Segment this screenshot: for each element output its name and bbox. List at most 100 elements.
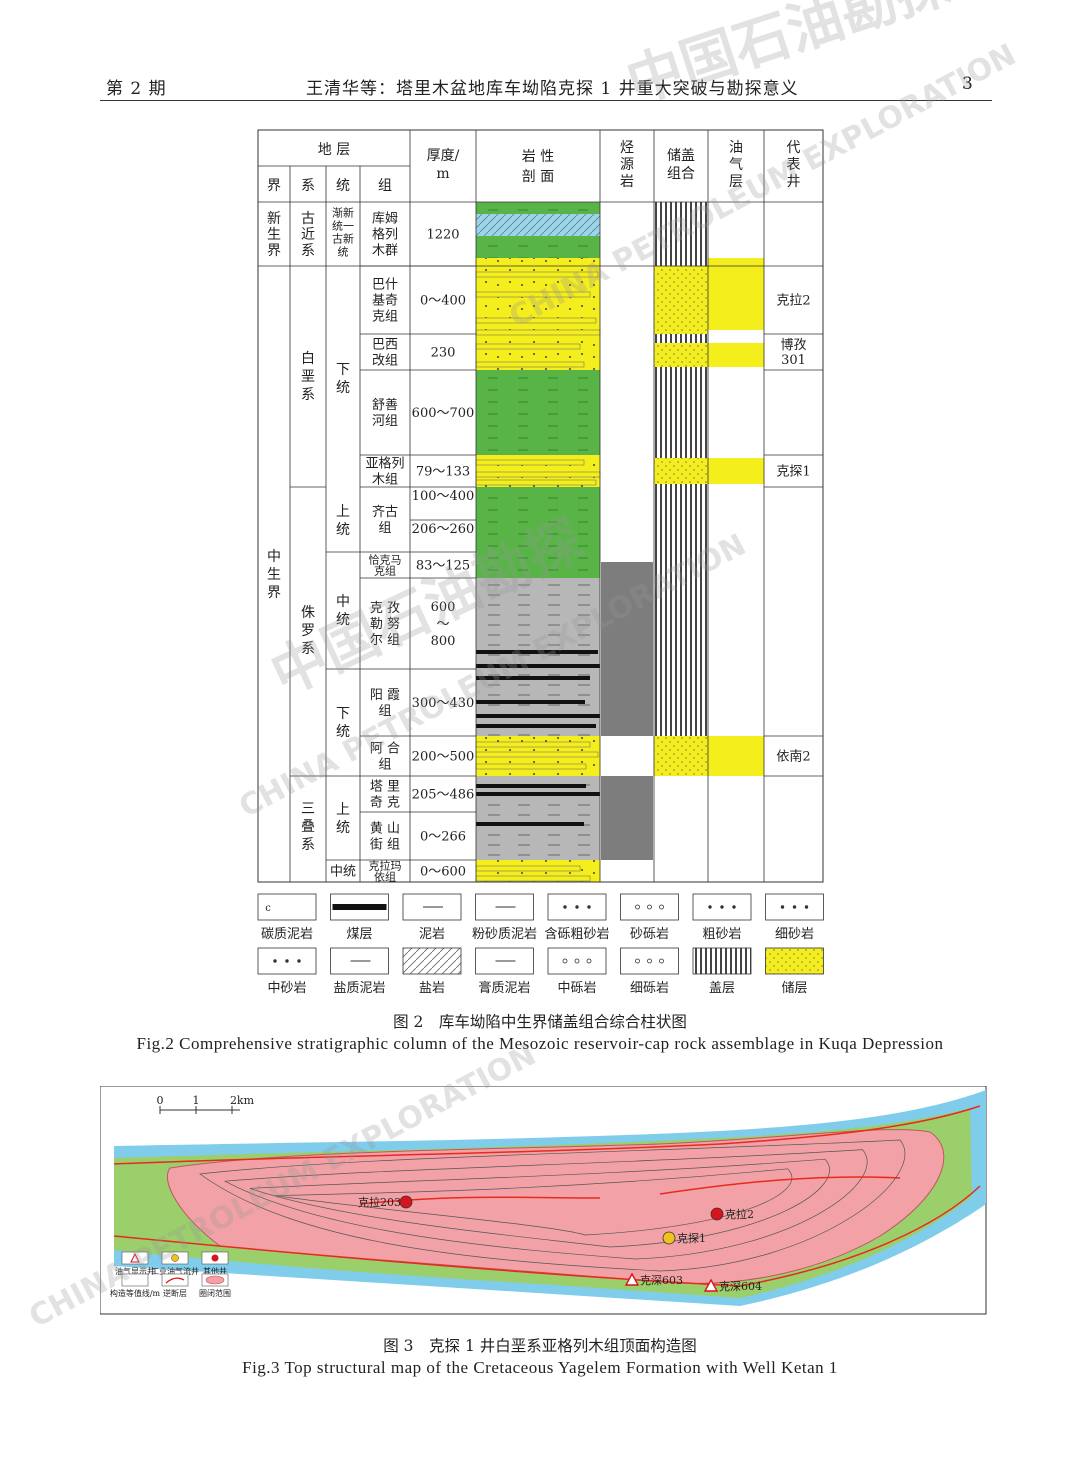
- lithology-unit: [476, 236, 600, 258]
- formation-name: 塔 里: [370, 780, 400, 795]
- coal-seam: [476, 700, 585, 704]
- formation-thickness: 79～133: [416, 465, 470, 480]
- legend-mark: [792, 905, 797, 909]
- system-label: 三: [301, 801, 315, 817]
- header-source-rock: 源: [620, 157, 634, 173]
- coal-seam: [476, 724, 596, 728]
- era-label: 新: [267, 211, 281, 227]
- formation-thickness: 600: [431, 600, 456, 615]
- formation-thickness: ～: [436, 617, 449, 632]
- legend-label: 盖层: [709, 981, 735, 996]
- legend-mark: [659, 904, 664, 910]
- legend-mark: [574, 958, 580, 964]
- coal-seam: [476, 784, 586, 788]
- map-legend-swatch: [121, 1273, 149, 1287]
- coal-seam: [476, 714, 600, 718]
- series-label: 中统: [330, 865, 356, 880]
- sand-bed: [475, 479, 597, 486]
- header-thickness: m: [436, 166, 449, 182]
- coal-seam: [476, 650, 598, 654]
- legend-swatch: [620, 893, 679, 921]
- coal-seam: [476, 792, 600, 796]
- formation-thickness: 83～125: [416, 559, 470, 574]
- well-label: 克拉2: [725, 1207, 754, 1221]
- source-rock-bar: [601, 776, 653, 860]
- representative-well: 克拉2: [776, 294, 810, 309]
- oil-gas-layer: [708, 736, 764, 776]
- formation-name: 阳 霞: [370, 688, 400, 703]
- header-series: 统: [336, 178, 350, 194]
- well-label: 克探1: [677, 1232, 706, 1245]
- header-wells: 代: [787, 140, 801, 156]
- formation-thickness: 0～266: [420, 830, 466, 845]
- sand-bed: [475, 361, 585, 368]
- header-source-rock: 岩: [620, 174, 634, 190]
- legend-mark: c: [265, 903, 271, 914]
- formation-thickness: 0～400: [420, 294, 466, 309]
- well-label: 克深604: [719, 1280, 762, 1293]
- formation-name: 尔 组: [370, 633, 400, 648]
- formation-name: 木群: [372, 244, 398, 259]
- system-label: 侏: [301, 605, 315, 621]
- fault-line: [359, 1196, 601, 1205]
- formation-name: 巴西: [372, 338, 398, 353]
- series-label: 统: [336, 612, 350, 628]
- well-marker: [710, 1207, 724, 1221]
- formation-name: 河组: [372, 414, 398, 429]
- era-label: 界: [267, 243, 281, 259]
- formation-name: 勒 努: [370, 617, 400, 632]
- source-rock-bar: [601, 562, 653, 736]
- sand-bed: [475, 291, 591, 298]
- legend-swatch: [257, 893, 317, 921]
- system-label: 垩: [301, 369, 315, 385]
- contour-line: [249, 1158, 830, 1248]
- header-oil-gas: 层: [729, 174, 743, 190]
- header-source-rock: 烃: [620, 140, 634, 156]
- scale-label: 1: [193, 1094, 200, 1107]
- series-label: 下: [336, 706, 350, 722]
- formation-thickness: 1220: [426, 228, 459, 243]
- legend-label: 盐质泥岩: [333, 981, 385, 996]
- figure3-caption-en: Fig.3 Top structural map of the Cretaceo…: [242, 1358, 838, 1377]
- header-wells: 表: [787, 157, 801, 173]
- system-label: 系: [301, 387, 315, 403]
- lithology-unit: [476, 552, 600, 578]
- map-legend-mark: [130, 1252, 140, 1263]
- legend-swatch: [620, 947, 679, 975]
- formation-name: 奇 克: [370, 795, 400, 811]
- formation-name: 阿 合: [370, 742, 400, 757]
- legend-mark: [659, 958, 664, 964]
- legend-mark: [635, 904, 640, 910]
- legend-label: 煤层: [346, 927, 372, 942]
- formation-thickness: 206～260: [412, 522, 475, 537]
- system-label: 古: [301, 211, 315, 227]
- column-frame: [257, 129, 824, 883]
- reservoir-interval: [654, 736, 708, 776]
- legend-mark: [273, 959, 277, 963]
- sand-bed: [475, 471, 601, 478]
- header-wells: 井: [787, 174, 801, 190]
- series-label: 统: [336, 724, 350, 740]
- legend-swatch: [402, 947, 462, 975]
- reservoir-interval: [654, 343, 708, 367]
- system-label: 罗: [301, 623, 315, 639]
- representative-well: 依南2: [776, 749, 810, 765]
- sand-bed: [475, 271, 599, 278]
- lithology-unit: [476, 214, 600, 236]
- scale-label: 2km: [230, 1094, 255, 1107]
- formation-name: 基奇: [372, 293, 398, 309]
- map-legend-label: 油气显示井: [115, 1266, 155, 1276]
- map-legend-label: 圈闭范围: [199, 1288, 231, 1298]
- formation-thickness: 100～400: [412, 489, 475, 504]
- header-thickness: 厚度/: [427, 148, 460, 164]
- representative-well: 301: [781, 353, 806, 368]
- representative-well: 博孜: [780, 338, 806, 353]
- map-legend-mark: [171, 1254, 179, 1262]
- map-legend-mark: [205, 1275, 225, 1285]
- header-system: 系: [301, 178, 315, 194]
- series-label: 统: [336, 820, 350, 836]
- formation-name: 组: [378, 704, 391, 719]
- legend-mark: [708, 905, 712, 909]
- lithology-unit: [476, 258, 600, 266]
